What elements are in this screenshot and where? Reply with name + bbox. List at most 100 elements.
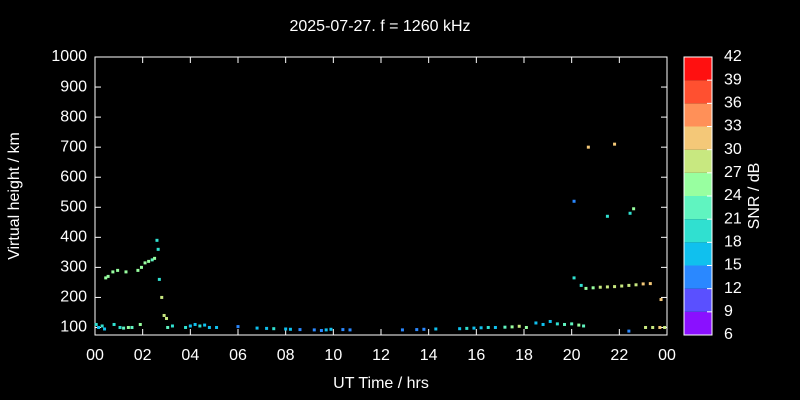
chart-title: 2025-07-27. f = 1260 kHz <box>289 18 470 35</box>
data-point <box>298 328 302 332</box>
data-point <box>97 325 101 329</box>
data-point <box>563 322 567 326</box>
y-axis-label: Virtual height / km <box>6 132 23 260</box>
data-point <box>503 325 507 329</box>
y-tick-label: 300 <box>60 259 87 276</box>
data-point <box>312 328 316 332</box>
colorbar-tick-label: 9 <box>724 303 733 320</box>
y-tick-label: 700 <box>60 138 87 155</box>
data-point <box>659 298 663 302</box>
data-point <box>103 327 107 331</box>
colorbar-tick-label: 33 <box>724 118 742 135</box>
data-point <box>479 326 483 330</box>
data-point <box>644 325 648 329</box>
data-point <box>170 324 174 328</box>
data-point <box>207 325 211 329</box>
data-point <box>153 256 157 260</box>
data-point <box>126 325 130 329</box>
x-tick-label: 08 <box>277 347 295 364</box>
data-point <box>548 319 552 323</box>
data-point <box>510 325 514 329</box>
x-tick-label: 18 <box>515 347 533 364</box>
data-point <box>632 207 636 211</box>
y-tick-label: 100 <box>60 319 87 336</box>
data-point <box>156 247 160 251</box>
colorbar-label: SNR / dB <box>746 163 763 230</box>
data-point <box>486 325 490 329</box>
data-point <box>493 325 497 329</box>
colorbar-swatch <box>684 219 712 243</box>
data-point <box>106 274 110 278</box>
data-point <box>215 325 219 329</box>
data-point <box>319 328 323 332</box>
y-tick-label: 200 <box>60 289 87 306</box>
colorbar-tick-label: 36 <box>724 95 742 112</box>
data-point <box>100 324 104 328</box>
x-tick-label: 12 <box>372 347 390 364</box>
data-point <box>517 324 521 328</box>
data-point <box>572 276 576 280</box>
data-point <box>415 328 419 332</box>
y-tick-label: 1000 <box>51 48 87 65</box>
data-point <box>586 145 590 149</box>
data-point <box>541 322 545 326</box>
data-point <box>472 326 476 330</box>
colorbar-tick-label: 6 <box>724 326 733 343</box>
data-point <box>124 270 128 274</box>
data-point <box>651 325 655 329</box>
data-point <box>572 199 576 203</box>
data-point <box>577 323 581 327</box>
colorbar-tick-label: 27 <box>724 164 742 181</box>
data-point <box>165 316 168 320</box>
data-point <box>122 326 126 330</box>
data-point <box>605 285 609 289</box>
colorbar-swatch <box>684 57 712 81</box>
colorbar-swatch <box>684 80 712 104</box>
colorbar-swatch <box>684 149 712 173</box>
data-point <box>162 313 166 317</box>
colorbar-swatch <box>684 242 712 266</box>
data-point <box>422 327 426 331</box>
data-point <box>188 324 192 328</box>
data-point <box>198 324 202 328</box>
data-point <box>555 322 559 326</box>
colorbar-tick-label: 12 <box>724 280 742 297</box>
data-point <box>329 327 333 331</box>
data-point <box>184 325 188 329</box>
colorbar-swatch <box>684 126 712 150</box>
x-tick-label: 10 <box>324 347 342 364</box>
data-point <box>628 211 632 215</box>
colorbar-tick-label: 42 <box>724 48 742 65</box>
data-point <box>458 327 462 331</box>
x-tick-label: 04 <box>181 347 199 364</box>
data-point <box>155 238 159 242</box>
data-point <box>658 325 662 329</box>
data-point <box>94 322 98 326</box>
colorbar-swatch <box>684 172 712 196</box>
data-point <box>641 282 645 286</box>
data-point <box>348 328 352 332</box>
colorbar-tick-label: 24 <box>724 187 742 204</box>
data-point <box>112 322 116 326</box>
x-tick-label: 00 <box>658 347 676 364</box>
data-point <box>236 325 240 329</box>
data-point <box>147 259 151 263</box>
data-point <box>579 283 583 287</box>
y-tick-label: 800 <box>60 108 87 125</box>
data-point <box>324 328 328 332</box>
colorbar-swatch <box>684 103 712 127</box>
data-point <box>663 325 667 329</box>
y-tick-label: 400 <box>60 229 87 246</box>
data-point <box>193 322 197 326</box>
colorbar-swatch <box>684 311 712 335</box>
x-tick-label: 20 <box>563 347 581 364</box>
data-point <box>203 323 207 327</box>
data-point <box>434 327 438 331</box>
data-point <box>400 328 404 332</box>
data-point <box>627 329 631 333</box>
data-point <box>111 270 115 274</box>
x-tick-label: 14 <box>420 347 438 364</box>
data-point <box>118 325 122 329</box>
data-point <box>598 285 602 289</box>
